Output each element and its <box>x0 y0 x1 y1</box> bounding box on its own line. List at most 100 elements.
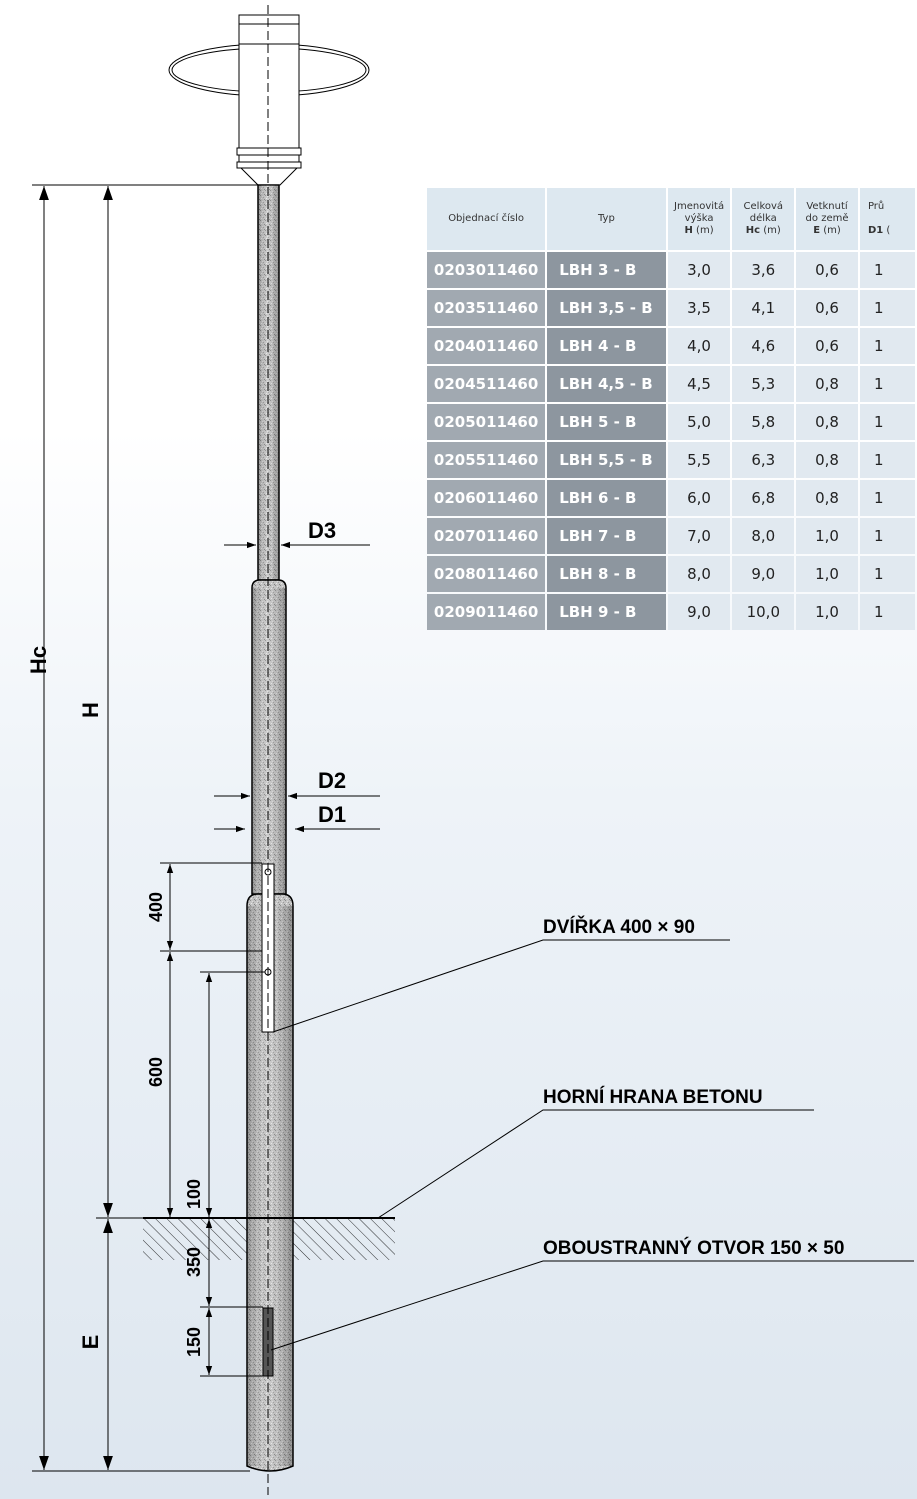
type-cell: LBH 5 - B <box>547 404 666 440</box>
table-row: 0207011460 LBH 7 - B 7,0 8,0 1,0 1 <box>427 518 915 554</box>
embedment-cell: 0,8 <box>796 366 858 402</box>
extension-lines <box>32 184 265 1472</box>
header-nominal-height: Jmenovitá výška H (m) <box>667 188 731 250</box>
table-row: 0205011460 LBH 5 - B 5,0 5,8 0,8 1 <box>427 404 915 440</box>
hc-label: Hc <box>26 646 51 674</box>
nominal-height-cell: 3,0 <box>667 252 731 288</box>
type-cell: LBH 5,5 - B <box>547 442 666 478</box>
total-length-cell: 9,0 <box>732 556 795 592</box>
nominal-height-cell: 5,5 <box>667 442 731 478</box>
order-number-cell: 0206011460 <box>427 480 546 516</box>
total-length-cell: 6,3 <box>732 442 795 478</box>
nominal-height-cell: 7,0 <box>667 518 731 554</box>
diameter-cell: 1 <box>859 252 915 288</box>
d1-label: D1 <box>318 802 346 827</box>
table-row: 0204011460 LBH 4 - B 4,0 4,6 0,6 1 <box>427 328 915 364</box>
diameter-cell: 1 <box>859 480 915 516</box>
h-label: H <box>78 702 103 718</box>
table-row: 0208011460 LBH 8 - B 8,0 9,0 1,0 1 <box>427 556 915 592</box>
type-cell: LBH 3,5 - B <box>547 290 666 326</box>
pole <box>246 184 294 1472</box>
diameter-dimensions <box>214 541 380 833</box>
order-number-cell: 0208011460 <box>427 556 546 592</box>
order-number-cell: 0204511460 <box>427 366 546 402</box>
total-length-cell: 4,6 <box>732 328 795 364</box>
header-embedment: Vetknutí do země E (m) <box>796 188 858 250</box>
diameter-cell: 1 <box>859 442 915 478</box>
concrete-callout: HORNÍ HRANA BETONU <box>543 1086 763 1108</box>
table-body: 0203011460 LBH 3 - B 3,0 3,6 0,6 1 0203511460 L… <box>427 252 915 630</box>
door-callout: DVÍŘKA 400 × 90 <box>543 916 695 938</box>
nominal-height-cell: 4,5 <box>667 366 731 402</box>
type-cell: LBH 6 - B <box>547 480 666 516</box>
order-number-cell: 0204011460 <box>427 328 546 364</box>
diameter-cell: 1 <box>859 404 915 440</box>
table-row: 0205511460 LBH 5,5 - B 5,5 6,3 0,8 1 <box>427 442 915 478</box>
dim-350-label: 350 <box>184 1247 204 1277</box>
dim-150-label: 150 <box>184 1327 204 1357</box>
embedment-cell: 1,0 <box>796 556 858 592</box>
dim-400-label: 400 <box>146 892 166 922</box>
order-number-cell: 0207011460 <box>427 518 546 554</box>
type-cell: LBH 3 - B <box>547 252 666 288</box>
header-total-length: Celková délka Hc (m) <box>732 188 795 250</box>
embedment-cell: 0,8 <box>796 480 858 516</box>
dim-100-label: 100 <box>184 1179 204 1209</box>
hole-callout: OBOUSTRANNÝ OTVOR 150 × 50 <box>543 1237 844 1259</box>
total-length-cell: 4,1 <box>732 290 795 326</box>
e-label: E <box>78 1335 103 1350</box>
table-row: 0204511460 LBH 4,5 - B 4,5 5,3 0,8 1 <box>427 366 915 402</box>
d3-label: D3 <box>308 518 336 543</box>
header-diameter: Prů D1 ( <box>859 188 915 250</box>
embedment-cell: 0,6 <box>796 252 858 288</box>
nominal-height-cell: 8,0 <box>667 556 731 592</box>
diameter-cell: 1 <box>859 556 915 592</box>
nominal-height-cell: 4,0 <box>667 328 731 364</box>
table-row: 0203011460 LBH 3 - B 3,0 3,6 0,6 1 <box>427 252 915 288</box>
embedment-cell: 0,6 <box>796 290 858 326</box>
total-length-cell: 8,0 <box>732 518 795 554</box>
diameter-cell: 1 <box>859 290 915 326</box>
table-header-row: Objednací číslo Typ Jmenovitá výška H (m… <box>427 188 915 250</box>
embedment-cell: 1,0 <box>796 594 858 630</box>
nominal-height-cell: 6,0 <box>667 480 731 516</box>
diameter-cell: 1 <box>859 328 915 364</box>
order-number-cell: 0203011460 <box>427 252 546 288</box>
nominal-height-cell: 5,0 <box>667 404 731 440</box>
dim-600-label: 600 <box>146 1057 166 1087</box>
type-cell: LBH 4,5 - B <box>547 366 666 402</box>
luminaire <box>168 14 370 186</box>
embedment-cell: 0,6 <box>796 328 858 364</box>
embedment-cell: 1,0 <box>796 518 858 554</box>
table-row: 0206011460 LBH 6 - B 6,0 6,8 0,8 1 <box>427 480 915 516</box>
embedment-cell: 0,8 <box>796 404 858 440</box>
order-number-cell: 0205511460 <box>427 442 546 478</box>
nominal-height-cell: 9,0 <box>667 594 731 630</box>
leader-lines <box>270 939 914 1351</box>
order-number-cell: 0209011460 <box>427 594 546 630</box>
order-number-cell: 0203511460 <box>427 290 546 326</box>
total-length-cell: 10,0 <box>732 594 795 630</box>
embedment-cell: 0,8 <box>796 442 858 478</box>
d2-label: D2 <box>318 768 346 793</box>
type-cell: LBH 8 - B <box>547 556 666 592</box>
vertical-dimensions <box>39 186 213 1470</box>
type-cell: LBH 7 - B <box>547 518 666 554</box>
total-length-cell: 5,8 <box>732 404 795 440</box>
total-length-cell: 3,6 <box>732 252 795 288</box>
order-number-cell: 0205011460 <box>427 404 546 440</box>
diameter-cell: 1 <box>859 518 915 554</box>
diameter-cell: 1 <box>859 594 915 630</box>
table-row: 0209011460 LBH 9 - B 9,0 10,0 1,0 1 <box>427 594 915 630</box>
nominal-height-cell: 3,5 <box>667 290 731 326</box>
table-row: 0203511460 LBH 3,5 - B 3,5 4,1 0,6 1 <box>427 290 915 326</box>
type-cell: LBH 9 - B <box>547 594 666 630</box>
type-cell: LBH 4 - B <box>547 328 666 364</box>
total-length-cell: 6,8 <box>732 480 795 516</box>
total-length-cell: 5,3 <box>732 366 795 402</box>
diameter-cell: 1 <box>859 366 915 402</box>
header-type: Typ <box>547 188 666 250</box>
spec-table: Objednací číslo Typ Jmenovitá výška H (m… <box>425 186 917 632</box>
header-order-number: Objednací číslo <box>427 188 546 250</box>
